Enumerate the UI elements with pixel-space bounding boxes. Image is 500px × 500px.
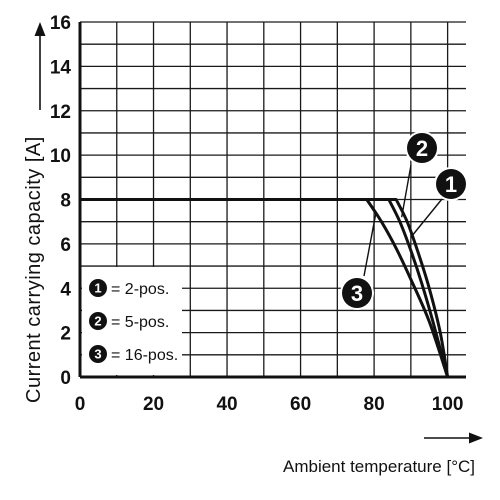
x-tick-label: 100	[432, 394, 464, 415]
y-arrow-head	[34, 22, 46, 36]
x-axis-label: Ambient temperature [°C]	[283, 457, 475, 476]
legend-entry-label: = 16-pos.	[111, 347, 178, 364]
callout-leader-3	[363, 212, 377, 277]
badge-label: 1	[445, 172, 457, 197]
callout-badge-2: 2	[405, 131, 439, 165]
badge-circle	[89, 312, 107, 330]
legend-badge-2: 2	[87, 310, 109, 332]
callout-leader-2	[400, 164, 412, 218]
badge-circle	[407, 133, 437, 163]
y-tick-label: 14	[50, 57, 72, 78]
x-tick-label: 80	[364, 394, 385, 415]
x-arrow-head	[469, 432, 483, 444]
y-tick-label: 0	[60, 368, 71, 389]
badge-label: 3	[94, 347, 101, 362]
badge-label: 3	[351, 281, 363, 306]
callout-leader-1	[412, 198, 443, 236]
legend-entry-label: = 2-pos.	[111, 281, 169, 298]
series-lines	[80, 198, 450, 378]
badge-circle	[436, 169, 466, 199]
y-tick-label: 10	[50, 146, 71, 167]
badge-label: 1	[94, 281, 101, 296]
badge-label: 2	[94, 314, 101, 329]
series-line-2	[80, 198, 450, 378]
x-tick-label: 40	[216, 394, 237, 415]
badge-label: 2	[416, 136, 428, 161]
x-tick-label: 0	[75, 394, 86, 415]
legend-badge-3: 3	[87, 343, 109, 365]
callout-badge-3: 3	[340, 276, 374, 310]
y-tick-label: 2	[60, 324, 71, 345]
series-line-3	[80, 198, 450, 378]
series-line-1	[80, 198, 450, 378]
badge-circle	[89, 279, 107, 297]
axis-titles: Current carrying capacity [A] Ambient te…	[23, 136, 475, 476]
badge-circle	[342, 278, 372, 308]
y-tick-label: 16	[50, 13, 71, 34]
y-tick-label: 4	[60, 279, 71, 300]
x-tick-label: 60	[290, 394, 311, 415]
axes	[34, 22, 483, 444]
y-tick-label: 8	[60, 191, 71, 212]
legend: 1 = 2-pos. 2 = 5-pos. 3 = 16-pos.	[82, 267, 182, 375]
y-tick-label: 12	[50, 102, 71, 123]
badge-circle	[89, 345, 107, 363]
legend-badge-1: 1	[87, 277, 109, 299]
y-axis-label: Current carrying capacity [A]	[23, 136, 45, 403]
callout-badge-1: 1	[434, 167, 468, 201]
callouts: 21 3	[340, 131, 468, 310]
y-tick-label: 6	[60, 235, 71, 256]
x-tick-label: 20	[143, 394, 164, 415]
legend-entry-label: = 5-pos.	[111, 314, 169, 331]
